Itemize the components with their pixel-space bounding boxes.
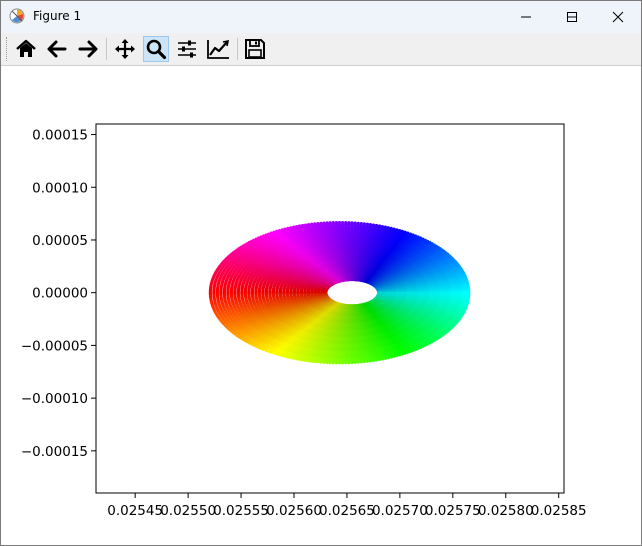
zoom-button[interactable]: [143, 36, 169, 62]
arrow-left-icon: [47, 40, 67, 58]
maximize-icon: [567, 12, 577, 22]
floppy-icon: [245, 39, 265, 59]
back-button[interactable]: [44, 36, 70, 62]
edit-axes-button[interactable]: [205, 36, 231, 62]
maximize-button[interactable]: [549, 1, 595, 33]
minimize-icon: [521, 16, 531, 18]
minimize-button[interactable]: [549, 1, 595, 33]
close-button[interactable]: [595, 1, 641, 33]
window-title: Figure 1: [33, 9, 82, 23]
home-icon: [16, 39, 36, 57]
magnifier-icon: [146, 39, 167, 60]
forward-button[interactable]: [75, 36, 101, 62]
title-bar[interactable]: Figure 1: [1, 1, 641, 33]
matplotlib-icon: [9, 8, 25, 24]
arrow-right-icon: [78, 40, 98, 58]
scatter-plot[interactable]: 0.025450.025500.025550.025600.025650.025…: [1, 66, 641, 545]
pan-button[interactable]: [112, 36, 138, 62]
ring-point: [379, 291, 384, 295]
figure-canvas[interactable]: 0.02545 0.02550 0.02555 0.02560 0.02565 0.025…: [1, 66, 641, 545]
toolbar-separator: [237, 38, 238, 60]
toolbar-separator: [106, 38, 107, 60]
move-icon: [115, 39, 135, 59]
minimize-button-alt[interactable]: [503, 1, 549, 33]
minimize-icon: [567, 16, 577, 18]
line-chart-icon: [207, 39, 230, 59]
ring-point: [377, 291, 381, 295]
configure-subplots-button[interactable]: [174, 36, 200, 62]
close-icon: [612, 11, 624, 23]
ring-point: [382, 291, 386, 295]
sliders-icon: [178, 40, 196, 58]
toolbar-grip[interactable]: [6, 37, 9, 61]
ring-point: [385, 291, 389, 295]
home-button[interactable]: [13, 36, 39, 62]
navigation-toolbar: [1, 33, 641, 66]
ring-points: [208, 220, 471, 365]
save-button[interactable]: [242, 36, 268, 62]
